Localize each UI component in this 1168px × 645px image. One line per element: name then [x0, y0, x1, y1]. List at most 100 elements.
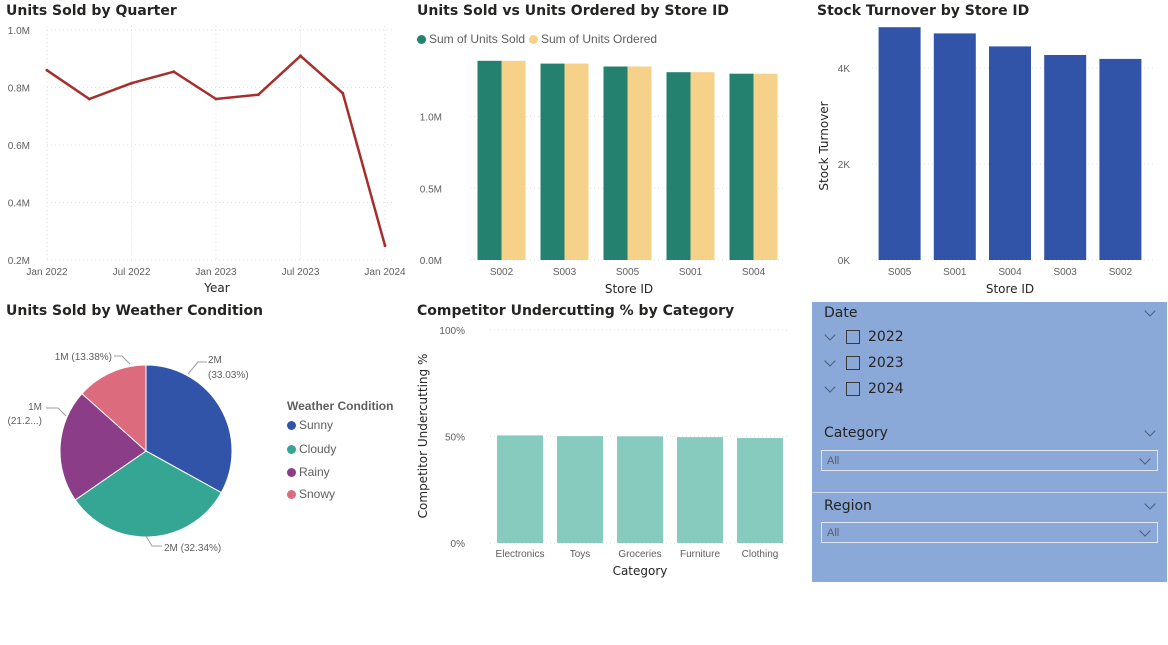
stock-turnover-visual[interactable]: Stock Turnover by Store ID 4K 2K 0K S005 S0… [810, 0, 1168, 300]
x-tick-label: S002 [490, 267, 514, 278]
legend-item-units-sold[interactable]: Sum of Units Sold [417, 32, 525, 46]
bar-undercutting [677, 437, 723, 543]
data-label-rainy-pct: (21.2...) [8, 416, 42, 427]
units-sold-by-weather-visual[interactable]: Units Sold by Weather Condition 2M (33.0… [0, 300, 405, 580]
category-dropdown-value: All [827, 455, 840, 467]
date-item-2022[interactable]: 2022 [824, 328, 904, 345]
date-item-label: 2023 [868, 355, 904, 371]
y-tick-label: 0K [838, 256, 851, 267]
category-slicer-header: Category [824, 425, 888, 441]
units-sold-vs-ordered-visual[interactable]: Units Sold vs Units Ordered by Store ID … [405, 0, 805, 300]
y-tick-label: 1.0M [8, 26, 30, 37]
region-slicer-collapse-icon[interactable] [1144, 498, 1156, 510]
y-tick-label: 100% [439, 326, 465, 337]
y-tick-label: 0.4M [8, 199, 30, 210]
bar-units-sold [540, 63, 565, 260]
legend-label-units-sold: Sum of Units Sold [429, 32, 526, 46]
date-item-label: 2022 [868, 329, 904, 345]
date-item-label: 2024 [868, 381, 904, 397]
x-tick-label: S001 [943, 267, 967, 278]
x-tick-label: S005 [616, 267, 640, 278]
legend-dot-units-ordered [529, 34, 538, 44]
bar-units-sold [603, 66, 628, 260]
legend-item-sunny[interactable]: Sunny [287, 418, 333, 432]
competitor-undercutting-visual[interactable]: Competitor Undercutting % by Category 10… [405, 300, 810, 580]
pie-slice-cloudy [74, 450, 222, 538]
line-point [87, 97, 91, 101]
expand-chevron-icon[interactable] [824, 328, 836, 341]
undercut-y-axis-title: Competitor Undercutting % [416, 354, 430, 519]
region-dropdown-value: All [827, 527, 840, 539]
x-tick-label: Jan 2022 [26, 267, 68, 278]
line-point [341, 91, 345, 95]
category-slicer-collapse-icon[interactable] [1144, 425, 1156, 437]
legend-dot-cloudy [287, 444, 296, 454]
bar-stock-turnover [1099, 58, 1142, 261]
x-tick-label: S001 [679, 267, 703, 278]
turnover-chart-title: Stock Turnover by Store ID [817, 3, 1030, 19]
region-dropdown[interactable]: All [821, 522, 1158, 543]
slicer-panel: Date 2022 2023 2024 Category All Region … [812, 302, 1167, 582]
x-tick-label: Jan 2024 [364, 267, 406, 278]
expand-chevron-icon[interactable] [824, 354, 836, 367]
legend-dot-sunny [287, 420, 296, 430]
y-tick-label: 0.0M [420, 256, 442, 267]
date-item-2024[interactable]: 2024 [824, 380, 904, 397]
bar-stock-turnover [1044, 55, 1087, 260]
line-chart-svg: 1.0M 0.8M 0.6M 0.4M 0.2M Jan 2022 Jul 2022 Jan… [8, 26, 406, 295]
checkbox-2022[interactable] [846, 330, 860, 344]
bar-undercutting [737, 438, 783, 543]
data-label-rainy-value: 1M [28, 402, 42, 413]
legend-label-units-ordered: Sum of Units Ordered [541, 32, 658, 46]
legend-dot-units-sold [417, 34, 426, 44]
checkbox-2023[interactable] [846, 356, 860, 370]
x-tick-label: Jul 2023 [282, 267, 320, 278]
legend-item-cloudy[interactable]: Cloudy [287, 442, 336, 456]
line-point [130, 81, 133, 85]
category-dropdown[interactable]: All [821, 450, 1158, 471]
x-tick-label: Toys [570, 549, 591, 560]
expand-chevron-icon[interactable] [824, 380, 836, 393]
x-tick-label: Jul 2022 [113, 267, 151, 278]
y-tick-label: 2K [838, 160, 851, 171]
leader-line-sunny [187, 361, 207, 375]
x-tick-label: S003 [553, 267, 577, 278]
legend-label-sunny: Sunny [299, 418, 334, 432]
legend-item-rainy[interactable]: Rainy [287, 465, 330, 479]
line-point [383, 244, 387, 248]
units-sold-by-quarter-visual[interactable]: Units Sold by Quarter 1.0M 0.8M 0.6M 0.4M 0.… [0, 0, 406, 300]
bar-stock-turnover [878, 27, 921, 261]
y-tick-label: 0.6M [8, 141, 30, 152]
x-tick-label: Jan 2023 [195, 267, 237, 278]
x-tick-label: Clothing [742, 549, 779, 560]
region-slicer-header: Region [824, 498, 872, 514]
y-tick-label: 4K [838, 64, 851, 75]
chevron-down-icon [1139, 525, 1151, 537]
date-item-2023[interactable]: 2023 [824, 354, 904, 371]
clustered-chart-svg: 1.0M 0.5M 0.0M S002 S003 S005 S001 S004 Store … [420, 60, 785, 296]
bar-stock-turnover [933, 33, 976, 261]
bar-stock-turnover [989, 46, 1031, 261]
date-slicer-collapse-icon[interactable] [1144, 305, 1156, 317]
clustered-chart-title: Units Sold vs Units Ordered by Store ID [417, 3, 729, 19]
bar-units-ordered [501, 60, 526, 260]
bar-units-ordered [564, 63, 589, 260]
line-point [45, 68, 49, 72]
legend-item-snowy[interactable]: Snowy [287, 487, 335, 501]
legend-label-rainy: Rainy [299, 465, 330, 479]
pie-chart-title: Units Sold by Weather Condition [6, 303, 264, 319]
x-tick-label: Electronics [496, 549, 545, 560]
line-point [214, 97, 218, 101]
legend-dot-snowy [287, 489, 296, 499]
turnover-y-axis-title: Stock Turnover [817, 101, 831, 190]
bar-units-ordered [690, 72, 715, 260]
pie-slice-snowy [81, 364, 147, 453]
x-tick-label: S005 [888, 267, 912, 278]
bar-units-ordered [753, 73, 778, 260]
legend-label-cloudy: Cloudy [299, 442, 337, 456]
checkbox-2024[interactable] [846, 382, 860, 396]
data-label-sunny-value: 2M [208, 355, 222, 366]
legend-item-units-ordered[interactable]: Sum of Units Ordered [529, 32, 657, 46]
data-label-snowy: 1M (13.38%) [55, 352, 112, 363]
pie-slice-rainy [59, 392, 147, 501]
